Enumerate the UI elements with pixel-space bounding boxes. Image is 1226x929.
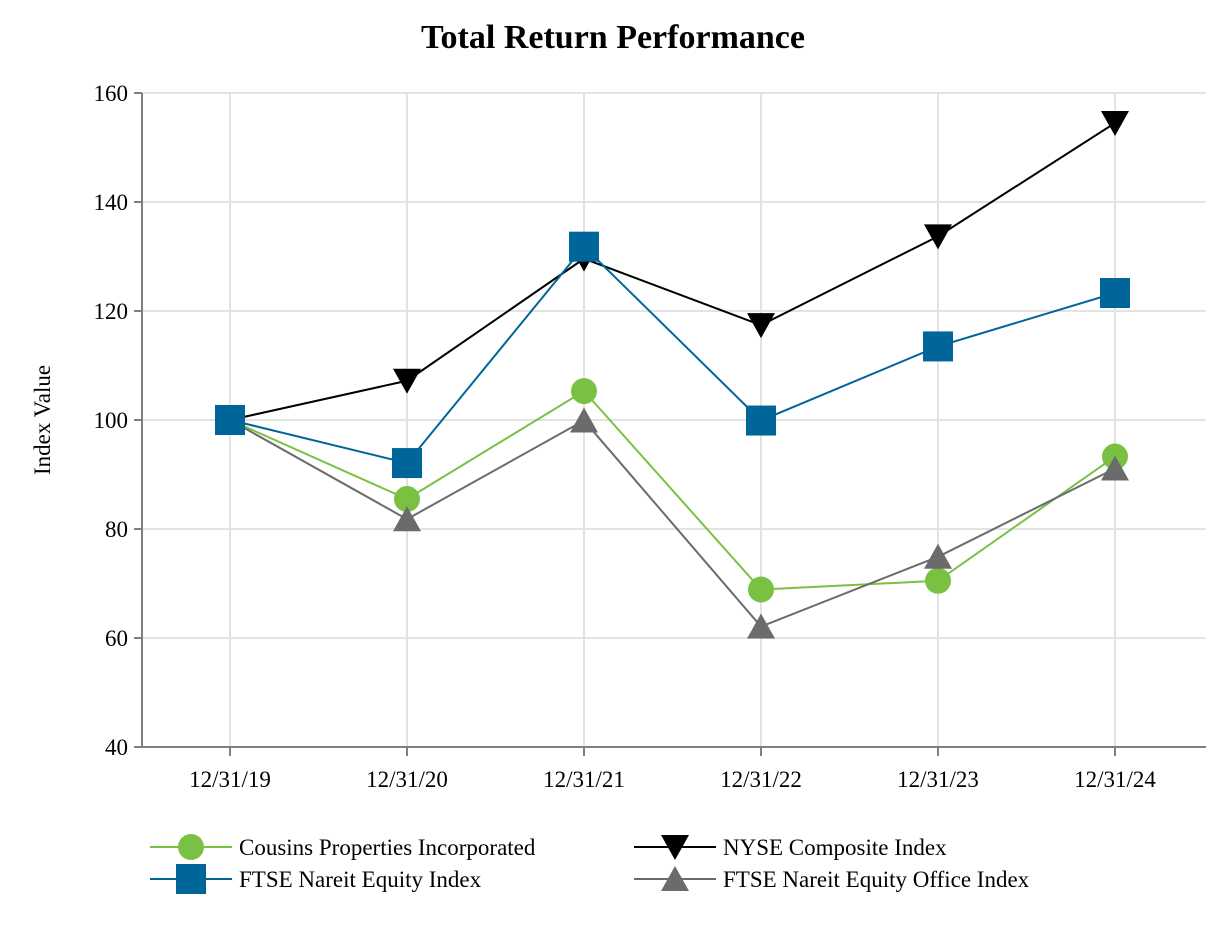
data-point — [925, 567, 951, 594]
x-tick-label: 12/31/21 — [543, 767, 625, 792]
axes: 40 60 80 100 120 140 160 12/31/19 12/31/20 12/31/… — [94, 81, 1206, 792]
data-point — [1101, 110, 1129, 136]
y-tick-label: 160 — [94, 81, 129, 106]
x-tick-label: 12/31/24 — [1074, 767, 1156, 792]
y-tick-label: 60 — [105, 626, 128, 651]
data-point — [746, 405, 776, 436]
legend-marker — [176, 864, 206, 894]
data-point — [924, 224, 952, 250]
series-nyse-composite-index — [216, 110, 1129, 433]
x-tick-label: 12/31/22 — [720, 767, 802, 792]
legend-label: Cousins Properties Incorporated — [239, 835, 536, 860]
data-point — [571, 378, 597, 405]
data-point — [1101, 455, 1129, 481]
legend-item: FTSE Nareit Equity Office Index — [634, 866, 1030, 892]
y-tick-label: 100 — [94, 408, 129, 433]
data-point — [923, 331, 953, 362]
legend-item: NYSE Composite Index — [634, 835, 947, 860]
data-point — [392, 448, 422, 479]
y-tick-label: 80 — [105, 517, 128, 542]
legend-label: FTSE Nareit Equity Office Index — [723, 867, 1030, 892]
legend-item: FTSE Nareit Equity Index — [150, 864, 482, 894]
legend-marker — [661, 835, 689, 860]
data-point — [924, 543, 952, 569]
data-point — [394, 486, 420, 513]
chart-title: Total Return Performance — [421, 19, 805, 56]
series-line — [229, 419, 1116, 628]
y-tick-label: 120 — [94, 299, 129, 324]
data-point — [393, 368, 421, 394]
legend-marker — [661, 866, 689, 891]
legend-label: FTSE Nareit Equity Index — [239, 867, 482, 892]
data-point — [1100, 278, 1130, 309]
data-point — [747, 313, 775, 339]
series-line — [229, 245, 1116, 465]
x-tick-label: 12/31/20 — [366, 767, 448, 792]
data-point — [748, 576, 774, 603]
series-ftse-nareit-equity-office-index — [216, 407, 1129, 639]
legend-item: Cousins Properties Incorporated — [150, 834, 536, 860]
y-axis-label: Index Value — [30, 365, 55, 475]
legend: Cousins Properties Incorporated FTSE Nare… — [150, 834, 1030, 894]
series-group — [215, 110, 1130, 639]
gridlines — [142, 92, 1206, 747]
data-point — [570, 407, 598, 433]
series-line — [229, 122, 1116, 421]
series-line — [229, 389, 1116, 591]
legend-marker — [178, 834, 204, 860]
x-tick-label: 12/31/23 — [897, 767, 979, 792]
data-point — [393, 506, 421, 532]
y-tick-label: 140 — [94, 190, 129, 215]
data-point — [215, 405, 245, 435]
series-ftse-nareit-equity-index — [215, 231, 1130, 479]
data-point — [747, 613, 775, 639]
x-tick-label: 12/31/19 — [189, 767, 271, 792]
y-tick-label: 40 — [105, 735, 128, 760]
data-point — [569, 231, 599, 262]
legend-label: NYSE Composite Index — [723, 835, 947, 860]
